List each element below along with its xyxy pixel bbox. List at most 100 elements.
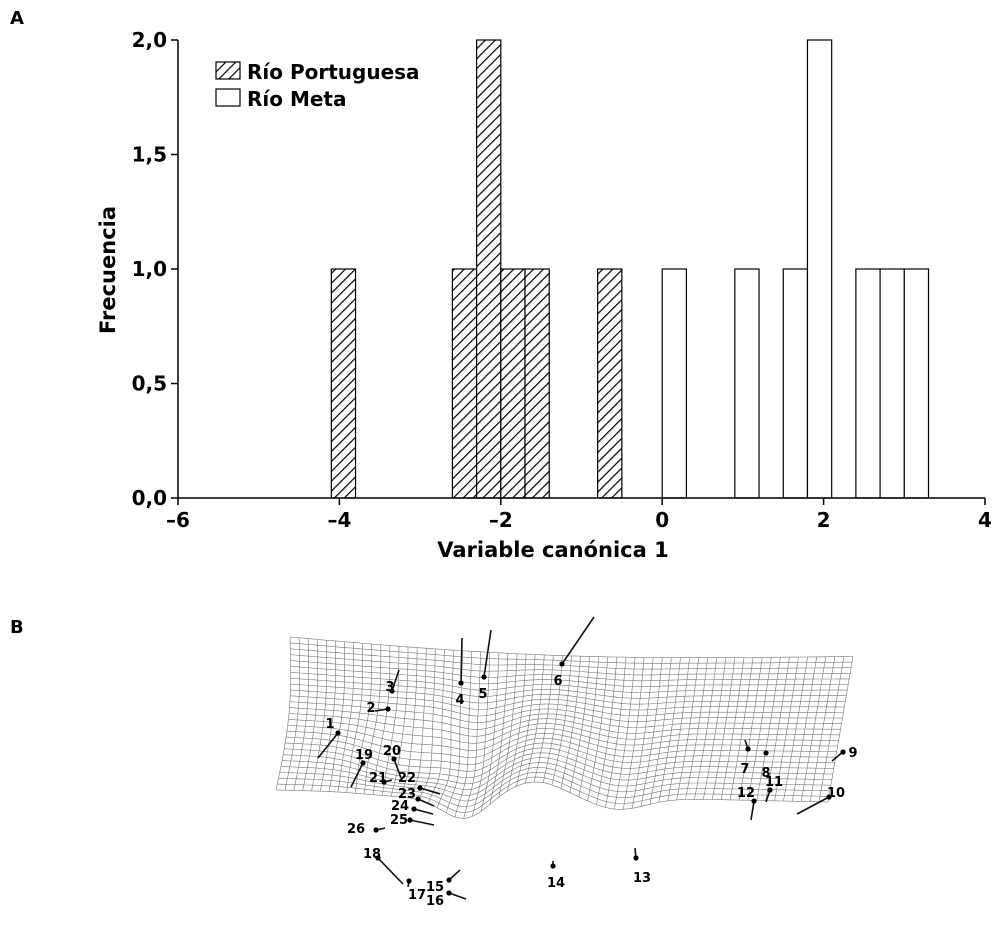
grid-line (516, 654, 536, 787)
grid-line (551, 655, 572, 786)
legend: Río Portuguesa Río Meta (215, 60, 420, 111)
grid-line (289, 636, 854, 658)
grid-line (658, 657, 681, 803)
x-tick-label: –2 (489, 508, 513, 532)
grid-line (747, 657, 772, 801)
landmark-point-17 (406, 878, 412, 884)
y-tick-label: 1,5 (132, 143, 167, 167)
x-tick-label: 2 (817, 508, 831, 532)
landmark-vector-1 (317, 732, 339, 759)
landmark-label-2: 2 (366, 701, 375, 716)
landmark-point-2 (385, 706, 391, 712)
landmark-vector-3 (391, 669, 400, 692)
grid-line (578, 656, 599, 797)
landmark-point-9 (840, 749, 846, 755)
landmark-point-20 (391, 756, 397, 762)
landmark-point-23 (415, 796, 421, 802)
grid-line (480, 652, 500, 812)
histogram-chart: –6 –4 –2 0 2 4 0,0 0,5 1,0 1,5 2,0 Frecuencia Vari… (96, 28, 992, 562)
grid-line (720, 657, 745, 800)
landmark-label-7: 7 (740, 762, 749, 777)
grid-line (774, 656, 799, 801)
grid-line (542, 655, 563, 783)
landmark-point-11 (767, 787, 773, 793)
landmark-label-11: 11 (765, 775, 783, 790)
landmark-point-16 (446, 890, 452, 896)
grid-line (605, 657, 627, 808)
grid-line (428, 649, 445, 804)
grid-line (372, 645, 391, 795)
grid-line (293, 638, 309, 791)
bar-portuguesa-5 (597, 268, 623, 499)
y-tick-label: 2,0 (132, 28, 167, 52)
x-tick-label: 4 (978, 508, 992, 532)
landmark-label-5: 5 (478, 687, 487, 702)
y-tick-label: 0,0 (132, 486, 167, 510)
landmark-vector-19 (350, 762, 364, 788)
landmark-label-22: 22 (398, 771, 416, 786)
landmark-vector-23 (417, 798, 435, 807)
landmark-label-15: 15 (426, 880, 444, 895)
y-tick-label: 0,5 (132, 372, 167, 396)
grid-line (302, 639, 318, 791)
landmark-point-1 (335, 730, 341, 736)
landmark-label-9: 9 (848, 746, 857, 761)
grid-line (533, 655, 554, 783)
grid-line (437, 650, 454, 808)
bars-group (330, 39, 930, 499)
grid-line (507, 654, 527, 792)
grid-line (756, 657, 781, 801)
grid-line (418, 648, 436, 801)
grid-line (703, 657, 727, 800)
panel-b-label: B (10, 617, 24, 638)
landmark-point-13 (633, 855, 639, 861)
landmark-label-6: 6 (553, 674, 562, 689)
grid-line (640, 657, 663, 807)
grid-line (498, 653, 518, 798)
grid-line (346, 643, 363, 793)
grid-line (783, 656, 808, 802)
x-axis-label: Variable canónica 1 (437, 538, 668, 562)
landmark-vector-16 (448, 892, 467, 900)
grid-line (587, 656, 609, 801)
grid-line (337, 642, 354, 793)
grid-line (472, 652, 491, 817)
bar-portuguesa-0 (330, 268, 357, 499)
landmark-point-10 (826, 794, 832, 800)
landmark-label-12: 12 (737, 786, 755, 801)
landmark-label-20: 20 (383, 744, 401, 759)
x-tick-label: –4 (327, 508, 351, 532)
landmark-point-6 (559, 661, 565, 667)
grid-line (809, 656, 836, 802)
legend-label-portuguesa: Río Portuguesa (247, 60, 420, 84)
legend-swatch-portuguesa (215, 61, 241, 80)
grid-line (390, 646, 409, 797)
landmark-vector-25 (409, 819, 435, 826)
grid-line (649, 657, 672, 805)
landmark-label-24: 24 (391, 799, 409, 814)
grid-line (596, 656, 618, 805)
landmark-label-19: 19 (355, 748, 373, 763)
grid-line (792, 656, 817, 802)
grid-line (738, 657, 763, 801)
grid-line (818, 656, 845, 802)
landmark-vector-6 (561, 616, 595, 665)
grid-line (622, 657, 645, 810)
grid-line (288, 713, 841, 737)
grid-line (694, 657, 718, 800)
grid-line (560, 656, 581, 789)
landmark-vector-4 (460, 637, 463, 684)
grid-line (676, 657, 699, 800)
landmark-label-13: 13 (633, 871, 651, 886)
landmark-vector-10 (796, 796, 830, 815)
landmark-vector-20 (393, 758, 402, 779)
landmark-point-18 (375, 855, 381, 861)
landmark-point-22 (417, 785, 423, 791)
landmark-label-21: 21 (369, 771, 387, 786)
grid-line (409, 648, 427, 799)
landmark-point-24 (411, 806, 417, 812)
landmark-label-18: 18 (363, 847, 381, 862)
x-tick-label: 0 (655, 508, 669, 532)
